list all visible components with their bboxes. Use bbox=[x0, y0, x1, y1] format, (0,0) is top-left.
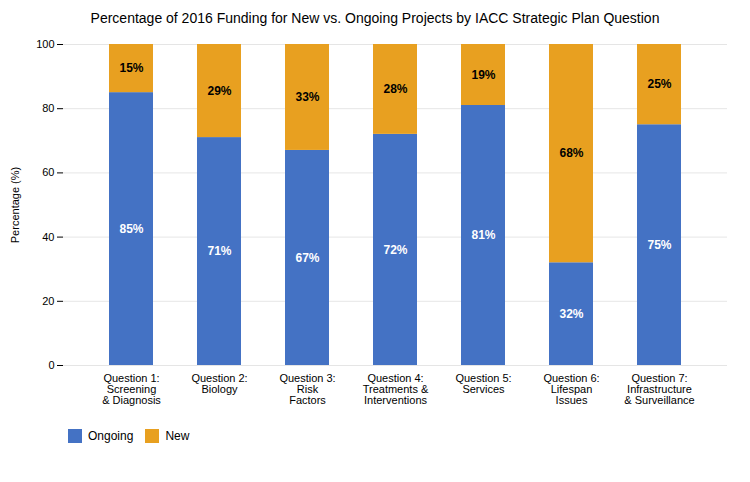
svg-text:Question 6:LifespanIssues: Question 6:LifespanIssues bbox=[543, 372, 599, 406]
svg-text:100: 100 bbox=[36, 38, 54, 50]
svg-text:33%: 33% bbox=[295, 90, 319, 104]
svg-text:28%: 28% bbox=[383, 82, 407, 96]
svg-text:75%: 75% bbox=[647, 238, 671, 252]
svg-text:68%: 68% bbox=[559, 146, 583, 160]
svg-text:Question 5:Services: Question 5:Services bbox=[455, 372, 511, 395]
svg-text:71%: 71% bbox=[207, 244, 231, 258]
svg-text:0: 0 bbox=[48, 359, 54, 371]
svg-text:32%: 32% bbox=[559, 307, 583, 321]
svg-text:Question 7:Infrastructure& Sur: Question 7:Infrastructure& Surveillance bbox=[624, 372, 694, 406]
svg-text:Question 1:Screening& Diagnosi: Question 1:Screening& Diagnosis bbox=[102, 372, 161, 406]
svg-text:80: 80 bbox=[42, 102, 54, 114]
svg-text:Question 4:Treatments &Interve: Question 4:Treatments &Interventions bbox=[363, 372, 429, 406]
svg-text:85%: 85% bbox=[119, 222, 143, 236]
svg-text:29%: 29% bbox=[207, 84, 231, 98]
svg-text:72%: 72% bbox=[383, 243, 407, 257]
svg-text:Question 3:RiskFactors: Question 3:RiskFactors bbox=[279, 372, 335, 406]
svg-text:81%: 81% bbox=[471, 228, 495, 242]
svg-text:67%: 67% bbox=[295, 251, 319, 265]
svg-text:60: 60 bbox=[42, 166, 54, 178]
svg-text:15%: 15% bbox=[119, 61, 143, 75]
html-text:New: New bbox=[165, 428, 190, 443]
html-text:Percentage of 2016 Funding for: Percentage of 2016 Funding for New vs. O… bbox=[90, 10, 660, 26]
svg-text:19%: 19% bbox=[471, 68, 495, 82]
svg-text:20: 20 bbox=[42, 295, 54, 307]
html-text:Ongoing: Ongoing bbox=[88, 428, 134, 443]
svg-text:40: 40 bbox=[42, 231, 54, 243]
svg-text:Percentage (%): Percentage (%) bbox=[9, 167, 21, 243]
svg-text:25%: 25% bbox=[647, 77, 671, 91]
svg-text:Question 2:Biology: Question 2:Biology bbox=[191, 372, 247, 395]
